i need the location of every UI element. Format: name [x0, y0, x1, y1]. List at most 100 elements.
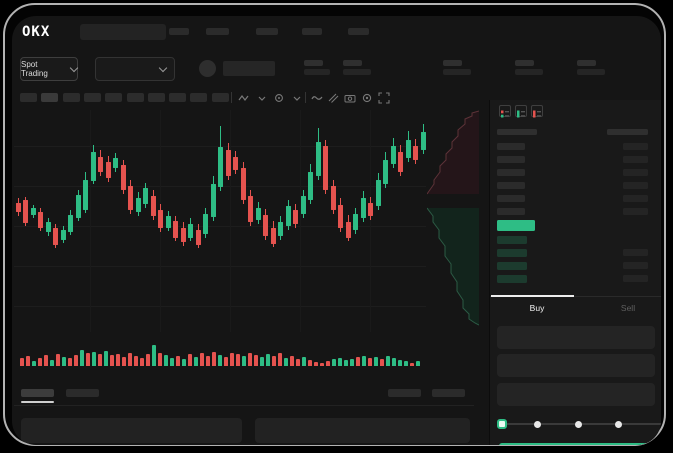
nav-item-placeholder[interactable]	[302, 28, 322, 35]
chevron-down-icon	[158, 63, 168, 72]
orderbook-buy-row-price[interactable]	[497, 249, 527, 257]
orderbook-mode-sell-icon[interactable]	[531, 105, 543, 118]
pair-dropdown[interactable]	[95, 57, 175, 81]
volume-bar	[194, 357, 198, 366]
bottom-tab[interactable]	[66, 389, 99, 397]
orderbook-sell-row-price[interactable]	[497, 182, 525, 189]
fullscreen-icon[interactable]	[377, 91, 390, 104]
volume-bar	[110, 355, 114, 366]
indicator-chevron-icon[interactable]	[290, 91, 303, 104]
bottom-toolbar-placeholder[interactable]	[432, 389, 465, 397]
timeframe-button[interactable]	[190, 93, 208, 102]
orderbook-sell-row-amount	[623, 208, 648, 215]
orderbook-trade-panel: Buy Sell	[489, 100, 661, 445]
orderbook-buy-row-amount	[623, 262, 648, 269]
volume-bar	[26, 356, 30, 366]
tabbar-divider	[490, 296, 661, 297]
timeframe-button[interactable]	[126, 93, 144, 102]
candle	[15, 203, 21, 212]
line-chart-icon[interactable]	[310, 91, 323, 104]
orderbook-sell-row-amount	[623, 156, 648, 163]
timeframe-button[interactable]	[147, 93, 165, 102]
timeframe-button[interactable]	[83, 93, 101, 102]
orderbook-buy-row-amount	[623, 249, 648, 256]
nav-item-placeholder[interactable]	[256, 28, 278, 35]
orderbook-buy-row-price[interactable]	[497, 262, 527, 270]
orderbook-buy-row-price[interactable]	[497, 236, 527, 244]
depth-chart	[427, 110, 479, 326]
timeframe-button[interactable]	[62, 93, 80, 102]
bottom-panel-placeholder[interactable]	[255, 418, 470, 443]
volume-bar	[290, 356, 294, 366]
tab-sell[interactable]: Sell	[620, 303, 636, 313]
total-input[interactable]	[497, 383, 655, 406]
orderbook-sell-row-amount	[623, 195, 648, 202]
volume-bar	[254, 355, 258, 366]
candle	[195, 230, 201, 245]
volume-bar	[350, 359, 354, 366]
candle	[405, 140, 411, 158]
candle	[217, 147, 223, 187]
bottom-panel-placeholder[interactable]	[21, 418, 242, 443]
timeframe-button[interactable]	[211, 93, 229, 102]
percent-slider-stop-50[interactable]	[575, 421, 582, 428]
volume-bar	[266, 354, 270, 366]
volume-bar	[278, 353, 282, 366]
candle	[150, 196, 156, 216]
timeframe-button[interactable]	[105, 93, 123, 102]
volume-bar	[404, 361, 408, 366]
camera-icon[interactable]	[343, 91, 356, 104]
nav-item-placeholder[interactable]	[206, 28, 229, 35]
ticker-stat-value	[515, 69, 543, 75]
volume-bar	[140, 358, 144, 366]
volume-bar	[44, 355, 48, 366]
orderbook-sell-row-price[interactable]	[497, 156, 525, 163]
nav-item-placeholder[interactable]	[348, 28, 369, 35]
last-price-indicator	[497, 220, 535, 231]
volume-bar	[230, 353, 234, 366]
candle	[367, 203, 373, 216]
orderbook-mode-buy-icon[interactable]	[515, 105, 527, 118]
volume-bar	[104, 351, 108, 366]
ticker-stat-value	[577, 69, 605, 75]
tab-buy[interactable]: Buy	[529, 303, 545, 313]
compare-icon[interactable]	[326, 91, 339, 104]
percent-slider-handle[interactable]	[497, 419, 507, 429]
orderbook-sell-row-price[interactable]	[497, 169, 525, 176]
orderbook-buy-row-price[interactable]	[497, 275, 527, 283]
volume-bar	[386, 356, 390, 366]
chart-type-icon[interactable]	[237, 91, 250, 104]
orderbook-sell-row-price[interactable]	[497, 208, 525, 215]
volume-bar	[176, 356, 180, 366]
price-input[interactable]	[497, 326, 655, 349]
candle	[352, 214, 358, 230]
percent-slider-stop-75[interactable]	[615, 421, 622, 428]
buy-tab-underline	[491, 295, 574, 297]
percent-slider-stop-25[interactable]	[534, 421, 541, 428]
orderbook-mode-both-icon[interactable]	[499, 105, 511, 118]
candle	[120, 165, 126, 190]
orderbook-sell-row-price[interactable]	[497, 143, 525, 150]
bottom-tabbar-divider	[14, 405, 474, 406]
candle	[105, 162, 111, 178]
market-type-dropdown[interactable]: Spot Trading	[20, 57, 79, 81]
chart-type-chevron-icon[interactable]	[255, 91, 268, 104]
bottom-tab-active[interactable]	[21, 389, 54, 397]
buy-submit-button[interactable]	[499, 443, 656, 445]
indicator-icon[interactable]	[272, 91, 285, 104]
candle	[112, 158, 118, 168]
orderbook-sell-row-price[interactable]	[497, 195, 525, 202]
volume-bar	[206, 356, 210, 366]
candle	[420, 132, 426, 150]
chevron-down-icon	[69, 63, 79, 72]
timeframe-button[interactable]	[169, 93, 187, 102]
timeframe-button[interactable]	[20, 93, 37, 102]
nav-item-placeholder[interactable]	[169, 28, 189, 35]
amount-input[interactable]	[497, 354, 655, 377]
search-bar-placeholder[interactable]	[80, 24, 166, 40]
bottom-toolbar-placeholder[interactable]	[388, 389, 421, 397]
timeframe-button[interactable]	[41, 93, 59, 102]
orderbook-sell-row-amount	[623, 182, 648, 189]
settings-icon[interactable]	[360, 91, 373, 104]
